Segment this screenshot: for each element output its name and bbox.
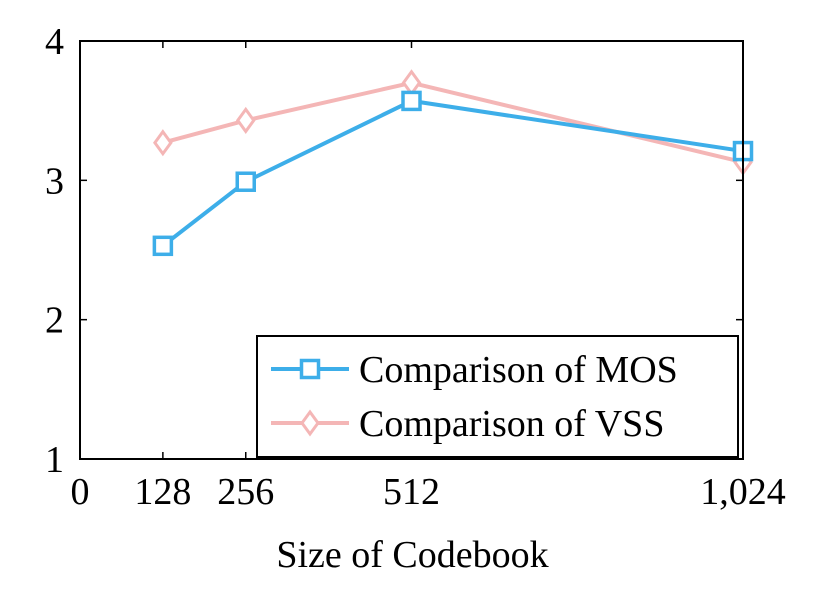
- data-point-mos: [235, 171, 256, 192]
- data-point-vss: [153, 129, 173, 157]
- legend-marker-shape: [299, 358, 321, 380]
- y-tick-label: 1: [45, 439, 64, 481]
- tick-layer: 0 128 256 512 1,024 1 2 3 4: [45, 21, 786, 513]
- legend: Comparison of MOS Comparison of VSS: [256, 335, 739, 458]
- series-layer: [152, 69, 754, 257]
- data-point-mos: [401, 90, 422, 112]
- series-line-vss: [162, 80, 744, 165]
- x-axis-title: Size of Codebook: [276, 534, 548, 576]
- legend-box: [256, 335, 739, 458]
- data-point-vss: [235, 106, 256, 134]
- y-tick-label: 4: [45, 21, 64, 63]
- x-tick-label: 128: [134, 471, 191, 513]
- legend-entry-mos: Comparison of MOS: [271, 349, 678, 391]
- y-tick-label: 3: [45, 160, 64, 202]
- legend-label-mos: Comparison of MOS: [359, 349, 678, 391]
- data-point-mos: [152, 235, 174, 257]
- x-tick-label: 1,024: [700, 471, 786, 513]
- series-line-mos: [161, 98, 744, 248]
- legend-entry-vss: Comparison of VSS: [271, 403, 664, 445]
- x-tick-label: 512: [383, 471, 440, 513]
- data-point-vss: [401, 69, 422, 97]
- x-tick-label: 0: [71, 471, 90, 513]
- legend-marker-mos: [299, 358, 321, 380]
- legend-marker-vss: [300, 409, 320, 437]
- x-tick-label: 256: [217, 471, 274, 513]
- legend-label-vss: Comparison of VSS: [359, 403, 664, 445]
- y-tick-label: 2: [45, 300, 64, 342]
- legend-marker-shape: [300, 409, 320, 437]
